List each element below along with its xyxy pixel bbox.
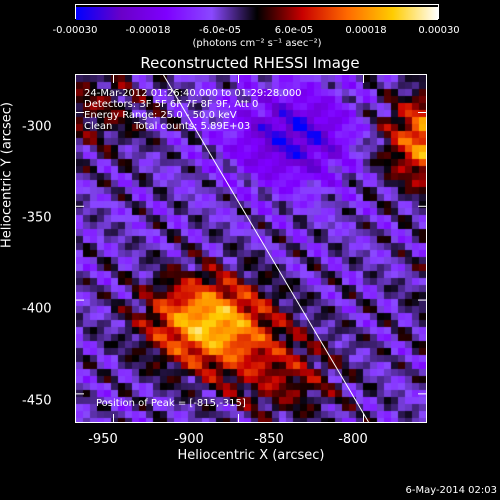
chart-title: Reconstructed RHESSI Image (140, 54, 360, 72)
method-label: Clean (84, 121, 113, 132)
x-axis-label: Heliocentric X (arcsec) (177, 448, 325, 463)
y-tick-label: -400 (22, 301, 52, 317)
heatmap-image (76, 75, 426, 422)
colorbar (75, 4, 439, 20)
colorbar-tick-label: -0.00018 (125, 25, 171, 36)
footer-date: 6-May-2014 02:03 (405, 485, 497, 496)
y-tick-label: -450 (22, 393, 52, 409)
y-tick-label: -350 (22, 210, 52, 226)
x-tick-label: -950 (88, 432, 118, 447)
solar-limb-line (163, 75, 369, 422)
x-tick-marks (113, 75, 364, 422)
detectors-label: Detectors: 3F 5F 6F 7F 8F 9F, Att 0 (84, 99, 259, 110)
plot-overlay (76, 75, 426, 422)
y-tick-label: -300 (22, 119, 52, 135)
colorbar-tick-label: 6.0e-05 (274, 25, 314, 36)
colorbar-tick-label: -6.0e-05 (199, 25, 241, 36)
x-tick-label: -850 (254, 432, 284, 447)
peak-position-label: Position of Peak = [-815,-315] (96, 398, 246, 409)
colorbar-gradient (76, 7, 438, 20)
colorbar-unit: (photons cm⁻² s⁻¹ asec⁻²) (192, 38, 322, 49)
total-counts-label: Total counts: 5.89E+03 (134, 121, 251, 132)
colorbar-tick-label: 0.00018 (345, 25, 387, 36)
time-range-label: 24-Mar-2012 01:26:40.000 to 01:29:28.000 (84, 88, 302, 99)
colorbar-tick-label: 0.00030 (418, 25, 460, 36)
y-axis-label: Heliocentric Y (arcsec) (0, 102, 15, 248)
y-tick-marks (76, 112, 426, 395)
plot-area: 24-Mar-2012 01:26:40.000 to 01:29:28.000… (75, 74, 427, 423)
colorbar-tick-label: -0.00030 (52, 25, 98, 36)
energy-range-label: Energy Range: 25.0 - 50.0 keV (84, 110, 237, 121)
x-tick-label: -900 (174, 432, 204, 447)
x-tick-label: -800 (338, 432, 368, 447)
